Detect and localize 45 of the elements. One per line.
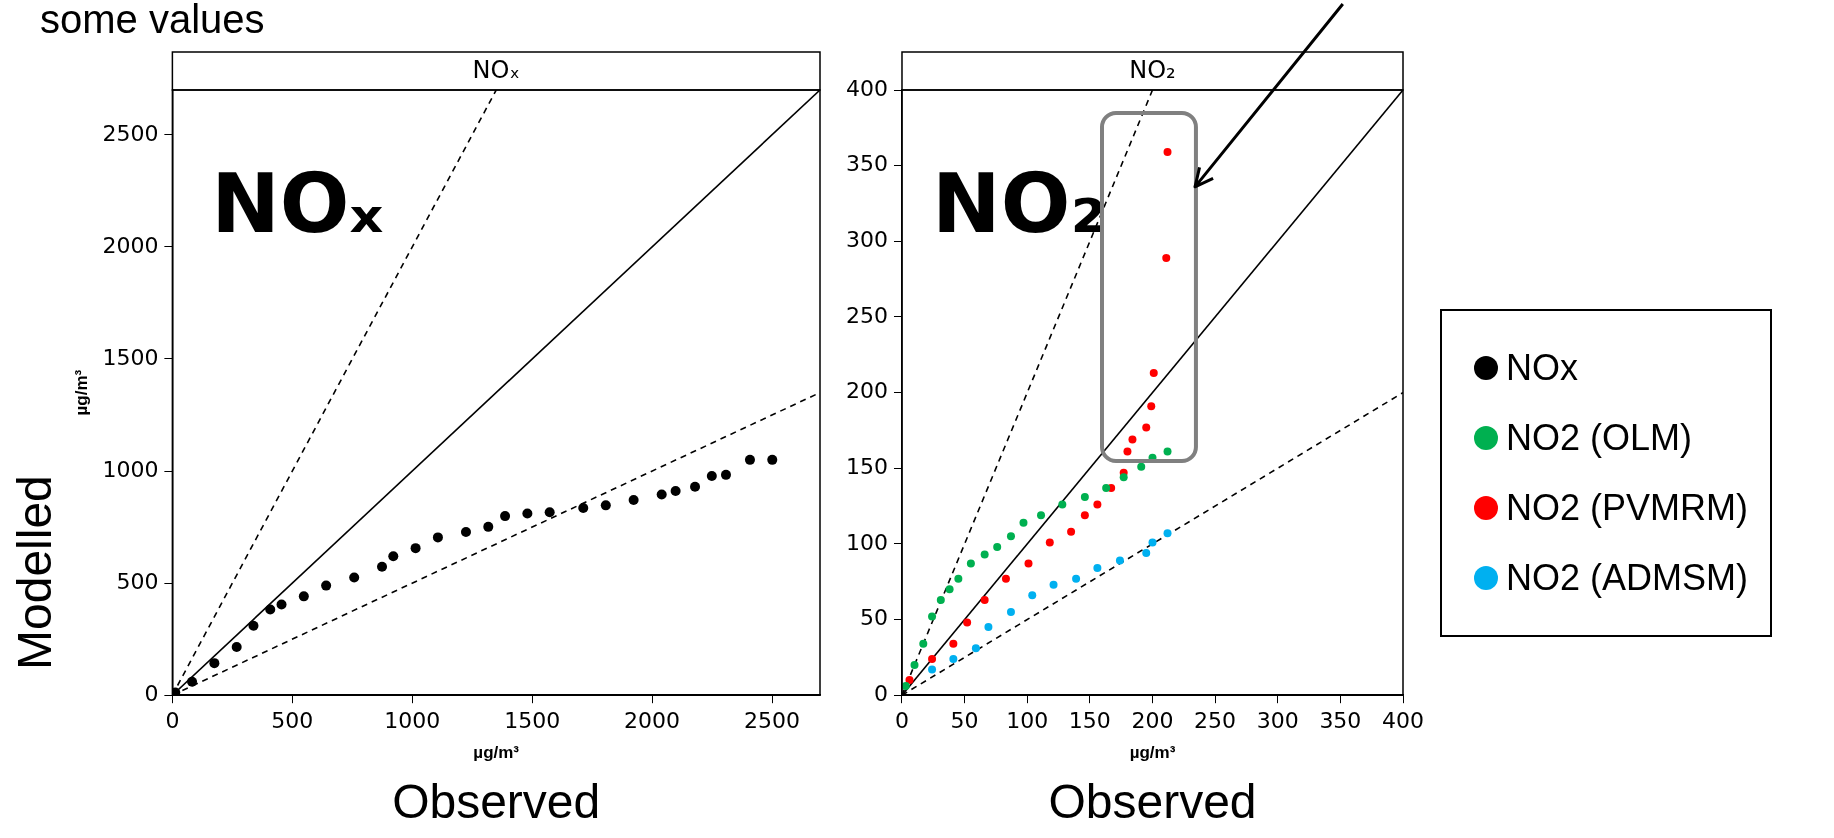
y-tick-label: 100 [845,529,888,555]
y-tick-label: 2000 [102,232,159,258]
x-tick-label: 500 [271,708,314,734]
x-tick-label: 50 [950,708,979,734]
y-tick-label: 350 [845,151,888,177]
y-axis-title: µg/m³ [71,369,91,416]
x-tick-label: 250 [1194,708,1237,734]
y-tick-label: 1000 [102,456,159,482]
annotation: NO₂ [932,156,1107,252]
y-tick-label: 0 [144,680,159,706]
x-tick-label: 0 [894,708,909,734]
x-tick-label: 350 [1319,708,1362,734]
text: Modelled [8,475,62,670]
x-tick-label: 200 [1131,708,1174,734]
x-tick-label: 400 [1382,708,1424,734]
x-axis-title: µg/m³ [1129,743,1176,763]
y-tick-label: 250 [845,302,888,328]
legend-label: NO2 (OLM) [1506,417,1693,459]
y-tick-label: 300 [845,227,888,253]
y-tick-label: 200 [845,378,888,404]
y-tick-label: 0 [873,680,888,706]
x-tick-label: 1500 [504,708,561,734]
chart-title: NO₂ [1129,56,1176,85]
x-tick-label: 100 [1006,708,1049,734]
text: Observed [1048,775,1257,829]
x-tick-label: 300 [1256,708,1299,734]
text: some values [40,0,265,42]
x-tick-label: 2000 [624,708,681,734]
x-tick-label: 2500 [744,708,801,734]
x-tick-label: 0 [165,708,180,734]
annotation: NOₓ [211,156,384,252]
legend-label: NOx [1506,347,1578,389]
legend-label: NO2 (PVMRM) [1506,487,1748,529]
x-tick-label: 1000 [384,708,441,734]
y-tick-label: 1500 [102,344,159,370]
x-axis-title: µg/m³ [473,743,520,763]
y-tick-label: 150 [845,453,888,479]
y-tick-label: 2500 [102,120,159,146]
x-tick-label: 150 [1068,708,1111,734]
y-tick-label: 400 [845,75,888,101]
legend-label: NO2 (ADMSM) [1506,557,1748,599]
y-tick-label: 50 [859,605,888,631]
y-tick-label: 500 [116,568,159,594]
chart-title: NOₓ [472,56,520,85]
text: Observed [392,775,601,829]
